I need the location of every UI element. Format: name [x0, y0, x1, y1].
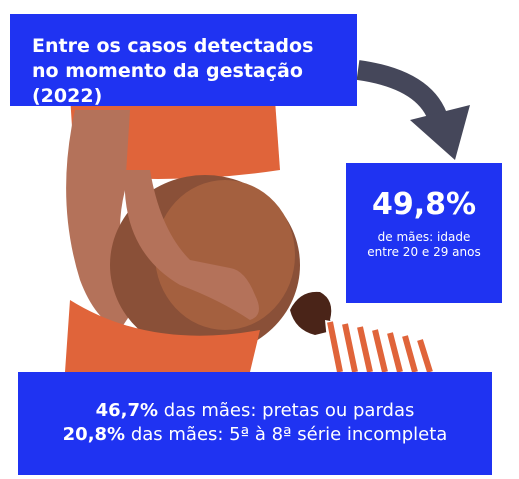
infographic: Entre os casos detectados no momento da …: [0, 0, 519, 479]
title-box: Entre os casos detectados no momento da …: [10, 14, 357, 106]
stat-row: 20,8% das mães: 5ª à 8ª série incompleta: [18, 423, 492, 447]
arrow-head: [410, 105, 470, 160]
stat-row: 46,7% das mães: pretas ou pardas: [18, 399, 492, 423]
callout-text: de mães: idade entre 20 e 29 anos: [364, 230, 484, 260]
sleeve: [325, 320, 440, 372]
stats-box: 46,7% das mães: pretas ou pardas 20,8% d…: [18, 372, 492, 475]
callout-box: 49,8% de mães: idade entre 20 e 29 anos: [346, 163, 502, 303]
title: Entre os casos detectados no momento da …: [32, 35, 313, 107]
stat-value: 46,7%: [96, 400, 158, 421]
callout-value: 49,8%: [346, 187, 502, 222]
stat-value: 20,8%: [63, 424, 125, 445]
stat-text: das mães: pretas ou pardas: [164, 400, 415, 421]
stat-text: das mães: 5ª à 8ª série incompleta: [131, 424, 448, 445]
